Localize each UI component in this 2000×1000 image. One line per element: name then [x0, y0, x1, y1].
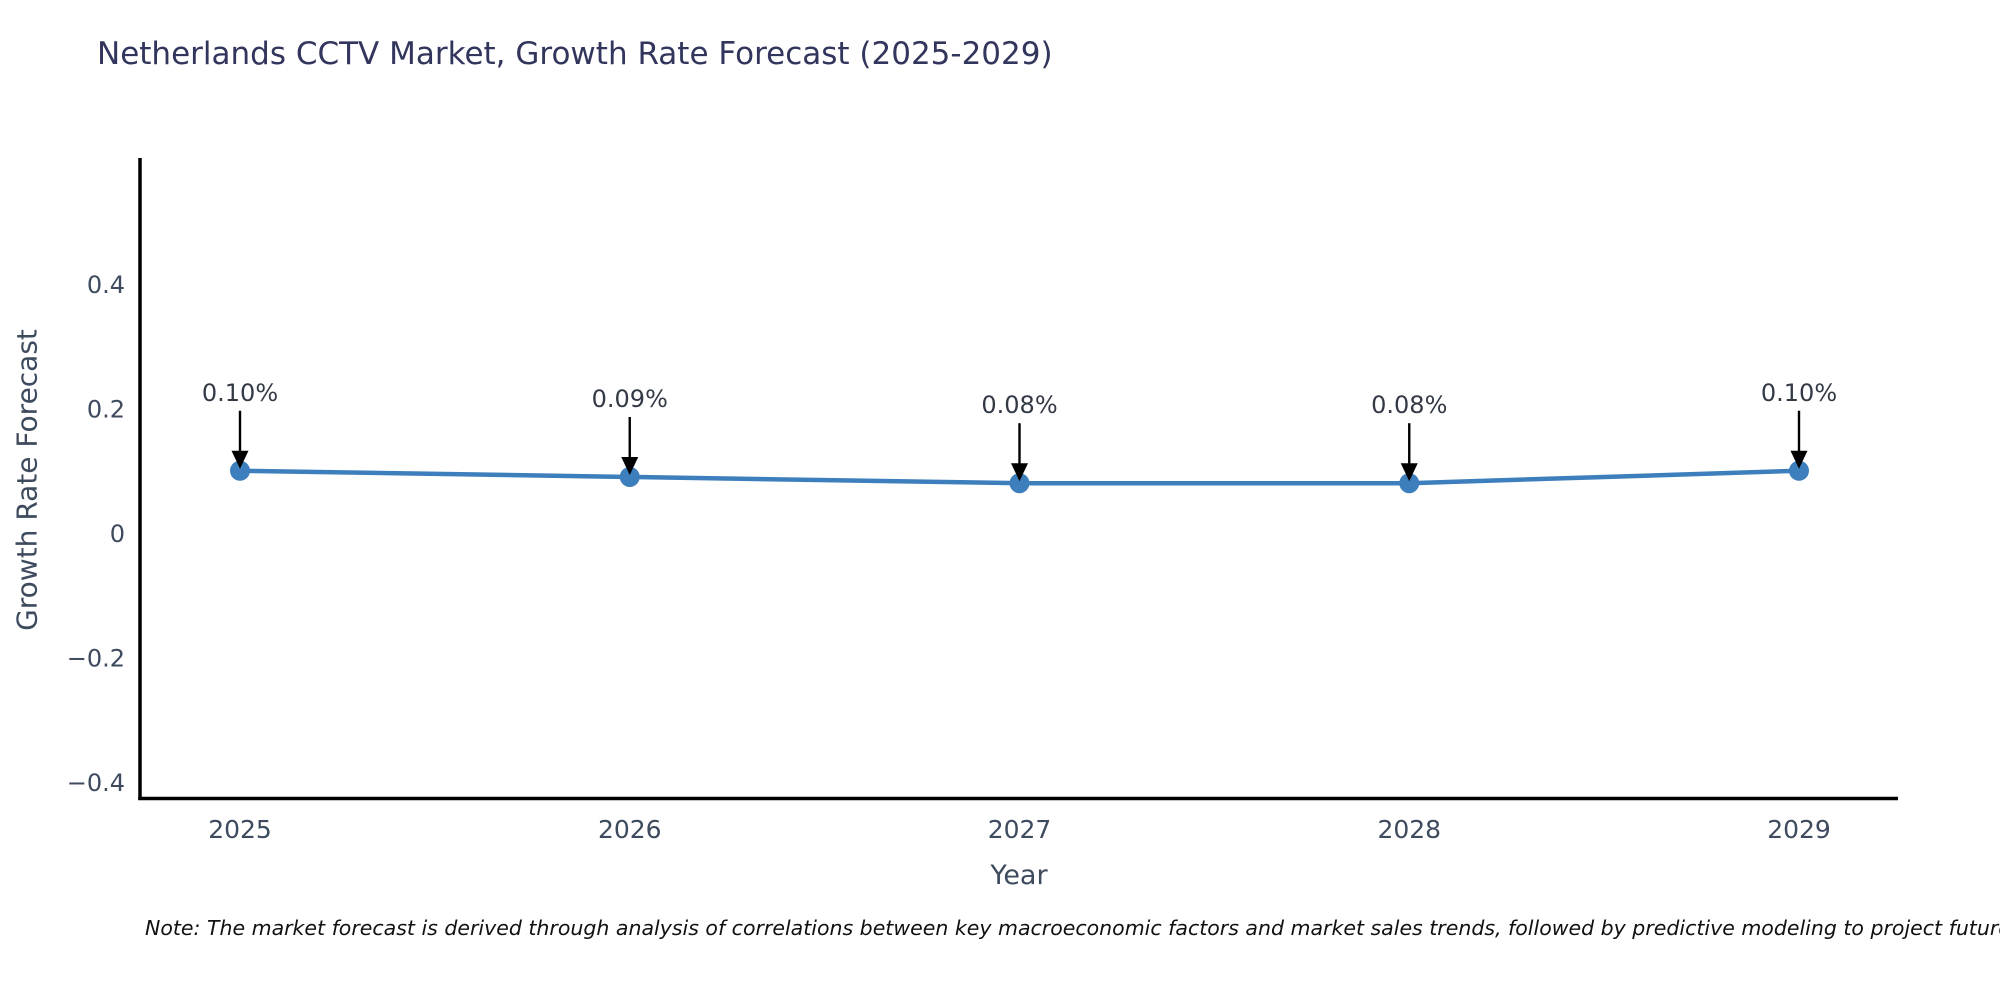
annotation-label: 0.08% [1371, 391, 1447, 419]
chart-title: Netherlands CCTV Market, Growth Rate For… [97, 36, 1053, 72]
annotation-arrow-head [1011, 463, 1028, 482]
annotation-arrow-head [621, 456, 639, 475]
data-point-marker [1009, 473, 1030, 494]
x-tick-label: 2025 [208, 815, 272, 844]
data-point-marker [1399, 473, 1420, 494]
data-point-marker [1789, 460, 1809, 481]
footnote-text: Note: The market forecast is derived thr… [145, 916, 2000, 940]
y-axis-title: Growth Rate Forecast [10, 329, 44, 631]
annotation-arrow-head [1790, 450, 1808, 469]
annotation-label: 0.10% [1761, 379, 1837, 407]
annotation-label: 0.09% [592, 385, 668, 413]
data-point-marker [619, 466, 640, 487]
x-axis-title: Year [990, 860, 1048, 891]
y-tick-label: 0.2 [87, 396, 125, 424]
x-tick-label: 2026 [598, 815, 662, 844]
y-tick-label: −0.4 [67, 769, 125, 797]
annotation-label: 0.10% [202, 379, 278, 407]
y-tick-label: −0.2 [67, 645, 125, 673]
x-tick-label: 2027 [988, 815, 1052, 844]
annotation-arrow-head [1400, 463, 1418, 482]
annotation-arrow-head [231, 450, 249, 469]
y-tick-label: 0.4 [87, 271, 125, 299]
x-tick-label: 2028 [1377, 815, 1441, 844]
data-point-marker [230, 460, 250, 481]
x-tick-label: 2029 [1767, 815, 1831, 844]
y-tick-label: 0 [110, 520, 125, 548]
annotation-label: 0.08% [981, 391, 1057, 419]
